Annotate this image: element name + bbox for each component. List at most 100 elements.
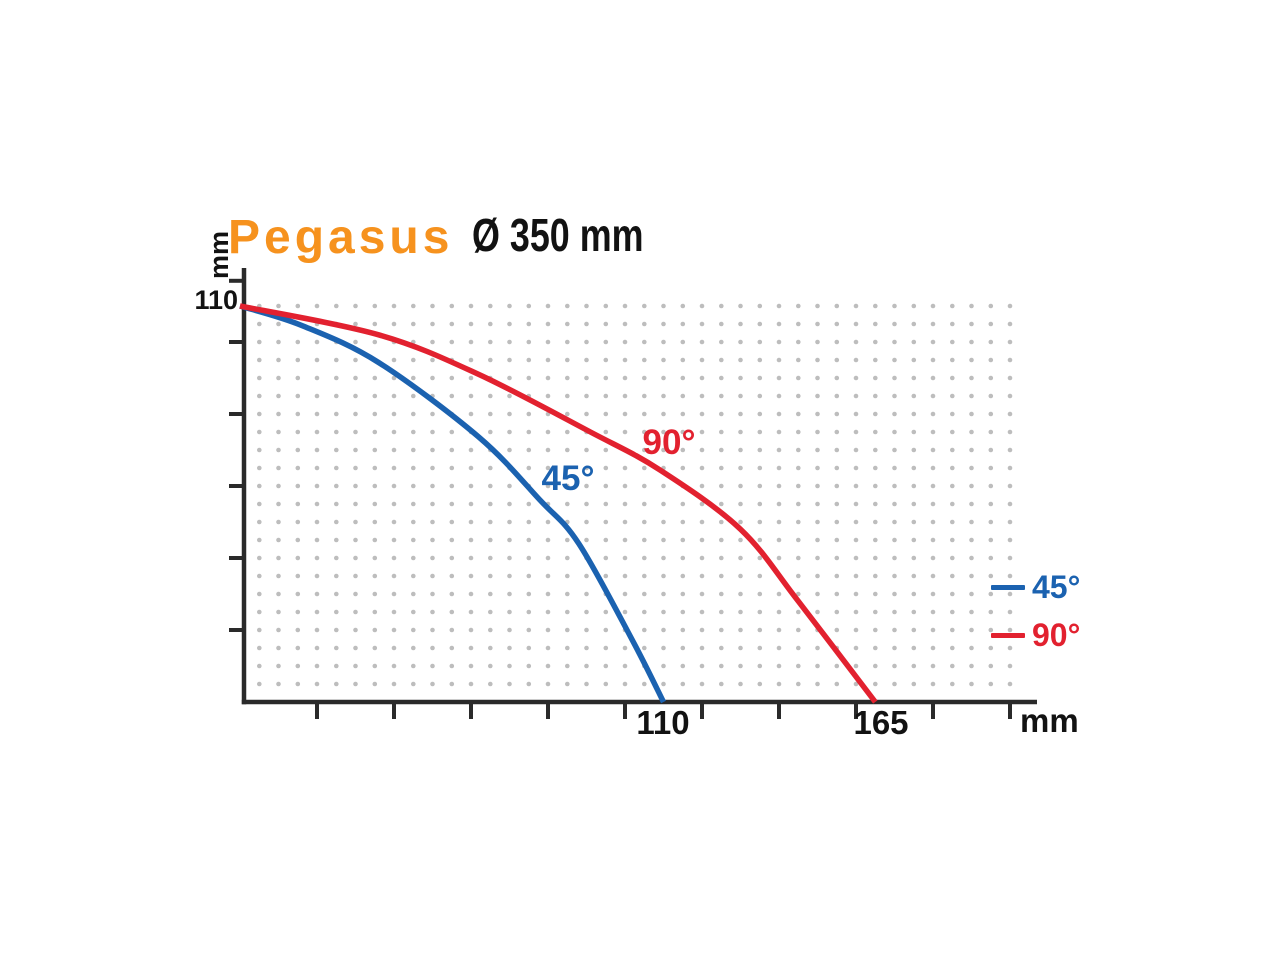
grid-dot xyxy=(834,681,840,687)
grid-dot xyxy=(353,429,358,435)
grid-dot xyxy=(834,609,840,615)
grid-dot xyxy=(950,609,955,615)
grid-dot xyxy=(853,519,859,525)
grid-dot xyxy=(295,537,301,543)
grid-dot xyxy=(545,627,551,633)
grid-dot xyxy=(507,663,512,669)
grid-dot xyxy=(468,393,474,399)
grid-dot xyxy=(507,411,512,417)
grid-dot xyxy=(622,501,628,507)
grid-dot xyxy=(603,321,609,327)
grid-dot xyxy=(334,357,339,363)
grid-dot xyxy=(969,303,974,309)
grid-dot xyxy=(1007,519,1013,525)
grid-dot xyxy=(776,519,782,525)
curve-annotation-90deg: 90° xyxy=(642,423,696,462)
grid-dot xyxy=(738,645,743,651)
grid-dot xyxy=(969,591,974,597)
grid-dot xyxy=(372,663,378,669)
grid-dot xyxy=(642,591,647,597)
grid-dot xyxy=(411,357,416,363)
grid-dot xyxy=(603,573,609,579)
grid-dot xyxy=(372,447,378,453)
legend: 45° 90° xyxy=(991,570,1080,652)
grid-dot xyxy=(873,519,878,525)
grid-dot xyxy=(526,645,532,651)
grid-dot xyxy=(468,357,474,363)
grid-dot xyxy=(314,429,320,435)
grid-dot xyxy=(449,483,455,489)
grid-dot xyxy=(911,393,917,399)
grid-dot xyxy=(276,681,281,687)
grid-dot xyxy=(873,573,878,579)
grid-dot xyxy=(719,393,724,399)
grid-dot xyxy=(488,681,493,687)
grid-dot xyxy=(526,465,532,471)
grid-dot xyxy=(276,447,281,453)
grid-dot xyxy=(603,609,609,615)
grid-dot xyxy=(276,357,281,363)
grid-dot xyxy=(391,483,397,489)
grid-dot xyxy=(1007,303,1013,309)
legend-swatch-90deg xyxy=(991,632,1025,638)
grid-dot xyxy=(276,519,281,525)
grid-dot xyxy=(719,663,724,669)
grid-dot xyxy=(526,339,532,345)
grid-dot xyxy=(334,465,339,471)
grid-dot xyxy=(642,321,647,327)
grid-dot xyxy=(642,339,647,345)
grid-dot xyxy=(1007,537,1013,543)
grid-dot xyxy=(969,357,974,363)
grid-dot xyxy=(699,609,705,615)
grid-dot xyxy=(391,321,397,327)
grid-dot xyxy=(276,339,281,345)
grid-dot xyxy=(468,663,474,669)
grid-dot xyxy=(411,609,416,615)
grid-dot xyxy=(430,483,435,489)
grid-dot xyxy=(545,591,551,597)
grid-dot xyxy=(853,483,859,489)
grid-dot xyxy=(719,681,724,687)
grid-dot xyxy=(699,501,705,507)
grid-dot xyxy=(468,519,474,525)
grid-dot xyxy=(834,573,840,579)
grid-dot xyxy=(430,555,435,561)
grid-dot xyxy=(603,465,609,471)
grid-dot xyxy=(314,501,320,507)
grid-dot xyxy=(507,501,512,507)
grid-dot xyxy=(969,609,974,615)
grid-dot xyxy=(911,375,917,381)
grid-dot xyxy=(488,519,493,525)
grid-dot xyxy=(873,501,878,507)
grid-dot xyxy=(834,393,840,399)
grid-dot xyxy=(738,429,743,435)
grid-dot xyxy=(930,501,936,507)
grid-dot xyxy=(680,609,686,615)
grid-dot xyxy=(719,501,724,507)
grid-dot xyxy=(950,447,955,453)
grid-dot xyxy=(622,483,628,489)
grid-dot xyxy=(873,465,878,471)
grid-dot xyxy=(853,501,859,507)
grid-dot xyxy=(776,429,782,435)
grid-dot xyxy=(911,537,917,543)
grid-dot xyxy=(738,627,743,633)
grid-dot xyxy=(969,447,974,453)
grid-dot xyxy=(603,483,609,489)
grid-dot xyxy=(353,501,358,507)
grid-dot xyxy=(430,609,435,615)
grid-dot xyxy=(295,447,301,453)
grid-dot xyxy=(796,573,801,579)
grid-dot xyxy=(391,465,397,471)
grid-dot xyxy=(661,555,666,561)
grid-dot xyxy=(334,411,339,417)
grid-dot xyxy=(353,303,358,309)
grid-dot xyxy=(449,465,455,471)
grid-dot xyxy=(565,681,570,687)
grid-dot xyxy=(969,321,974,327)
grid-dot xyxy=(834,303,840,309)
grid-dot xyxy=(276,465,281,471)
grid-dot xyxy=(565,303,570,309)
grid-dot xyxy=(892,555,897,561)
grid-dot xyxy=(719,321,724,327)
